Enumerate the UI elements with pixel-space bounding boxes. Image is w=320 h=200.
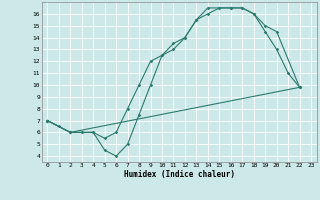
X-axis label: Humidex (Indice chaleur): Humidex (Indice chaleur): [124, 170, 235, 179]
